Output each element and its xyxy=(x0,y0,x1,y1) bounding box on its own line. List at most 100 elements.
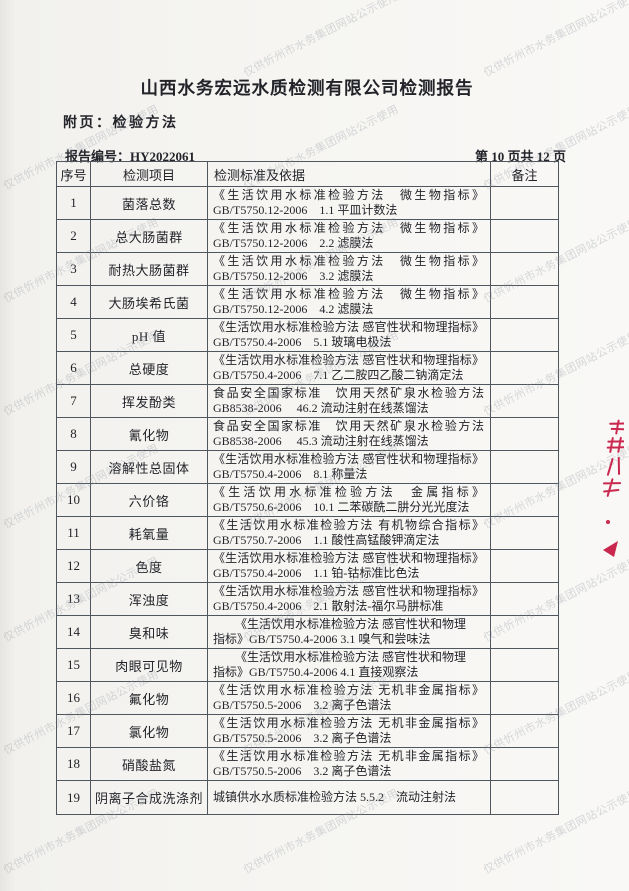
remark-cell xyxy=(490,780,559,815)
row-number: 15 xyxy=(56,648,91,682)
col-header-method: 检测标准及依据 xyxy=(207,161,491,187)
meta-row: 报告编号：HY2022061 第 10 页共 12 页 xyxy=(65,146,566,165)
row-number: 8 xyxy=(56,417,91,451)
table-row: 10 六价铬 《生活饮用水标准检验方法 金属指标》 GB/T5750.6-2006 1… xyxy=(56,483,559,517)
method-standard: 《生活饮用水标准检验方法 微生物指标》 GB/T5750.12-2006 3.2 … xyxy=(207,252,491,286)
method-line-2: GB/T5750.4-2006 8.1 称量法 xyxy=(213,467,368,481)
remark-cell xyxy=(490,615,559,649)
method-line-2: GB/T5750.5-2006 3.2 离子色谱法 xyxy=(213,764,392,778)
remark-cell xyxy=(490,285,559,319)
row-number: 18 xyxy=(56,747,91,781)
methods-table: 序号 检测项目 检测标准及依据 备注 1 菌落总数 《生活饮用水标准检验方法 微生物… xyxy=(56,161,559,815)
remark-cell xyxy=(490,681,559,715)
method-standard: 《生活饮用水标准检验方法 微生物指标》 GB/T5750.12-2006 2.2 … xyxy=(207,219,491,253)
table-row: 13 浑浊度 《生活饮用水标准检验方法 感官性状和物理指标》 GB/T5750.4-2… xyxy=(56,582,559,616)
row-number: 5 xyxy=(56,318,91,352)
method-line-1: 《生活饮用水标准检验方法 无机非金属指标》 xyxy=(213,749,484,763)
report-number-label: 报告编号： xyxy=(65,149,131,164)
method-line-1: 《生活饮用水标准检验方法 感官性状和物理指标》 xyxy=(213,452,484,466)
table-row: 12 色度 《生活饮用水标准检验方法 感官性状和物理指标》 GB/T5750.4-20… xyxy=(56,549,559,583)
test-item: 耗氧量 xyxy=(90,516,208,550)
method-line-2: GB/T5750.7-2006 1.1 酸性高锰酸钾滴定法 xyxy=(213,533,440,547)
col-header-item: 检测项目 xyxy=(90,161,208,187)
remark-cell xyxy=(490,252,559,286)
table-row: 17 氯化物 《生活饮用水标准检验方法 无机非金属指标》 GB/T5750.5-200… xyxy=(56,714,559,748)
method-line-2: GB/T5750.4-2006 1.1 铂-钴标准比色法 xyxy=(213,566,420,580)
method-line-1: 食品安全国家标准 饮用天然矿泉水检验方法 xyxy=(213,386,484,400)
row-number: 12 xyxy=(56,549,91,583)
row-number: 10 xyxy=(56,483,91,517)
table-row: 5 pH 值《生活饮用水标准检验方法 感官性状和物理指标》 GB/T5750.4-2… xyxy=(56,318,559,352)
method-standard: 《生活饮用水标准检验方法 感官性状和物理 指标》GB/T5750.4-2006 4… xyxy=(207,648,491,682)
test-item: 总硬度 xyxy=(90,351,208,385)
method-standard: 《生活饮用水标准检验方法 感官性状和物理指标》 GB/T5750.4-2006 7… xyxy=(207,351,491,385)
method-line-1: 《生活饮用水标准检验方法 感官性状和物理指标》 xyxy=(213,551,484,565)
test-item: 挥发酚类 xyxy=(90,384,208,418)
method-standard: 《生活饮用水标准检验方法 无机非金属指标》 GB/T5750.5-2006 3.2… xyxy=(207,714,491,748)
table-header-row: 序号 检测项目 检测标准及依据 备注 xyxy=(56,161,559,187)
method-line-2: GB/T5750.4-2006 5.1 玻璃电极法 xyxy=(213,335,392,349)
remark-cell xyxy=(490,450,559,484)
remark-cell xyxy=(490,582,559,616)
row-number: 14 xyxy=(56,615,91,649)
remark-cell xyxy=(490,219,559,253)
row-number: 16 xyxy=(56,681,91,715)
method-standard: 城镇供水水质标准检验方法 5.5.2 流动注射法 xyxy=(207,780,491,815)
test-item: pH 值 xyxy=(90,318,208,352)
watermark-text: 仅供忻州市水务集团网站公示使用 xyxy=(481,0,629,80)
test-item: 总大肠菌群 xyxy=(90,219,208,253)
method-line-2: 指标》GB/T5750.4-2006 3.1 嗅气和尝味法 xyxy=(213,632,431,646)
table-row: 2 总大肠菌群 《生活饮用水标准检验方法 微生物指标》 GB/T5750.12-200… xyxy=(56,219,559,253)
method-line-2: GB/T5750.4-2006 7.1 乙二胺四乙酸二钠滴定法 xyxy=(213,368,464,382)
method-standard: 《生活饮用水标准检验方法 微生物指标》 GB/T5750.12-2006 4.2 … xyxy=(207,285,491,319)
row-number: 9 xyxy=(56,450,91,484)
table-row: 18 硝酸盐氮 《生活饮用水标准检验方法 无机非金属指标》 GB/T5750.5-20… xyxy=(56,747,559,781)
test-item: 耐热大肠菌群 xyxy=(90,252,208,286)
red-seal-fragment xyxy=(602,419,624,557)
remark-cell xyxy=(490,384,559,418)
row-number: 3 xyxy=(56,252,91,286)
method-line-1: 城镇供水水质标准检验方法 5.5.2 流动注射法 xyxy=(213,790,457,804)
method-line-1: 《生活饮用水标准检验方法 金属指标》 xyxy=(213,485,484,499)
table-row: 7 挥发酚类 食品安全国家标准 饮用天然矿泉水检验方法 GB8538-2006 46.… xyxy=(56,384,559,418)
row-number: 17 xyxy=(56,714,91,748)
remark-cell xyxy=(490,516,559,550)
page-indicator: 第 10 页共 12 页 xyxy=(474,149,566,164)
row-number: 11 xyxy=(56,516,91,550)
method-line-2: GB/T5750.12-2006 3.2 滤膜法 xyxy=(213,269,374,283)
method-line-1: 《生活饮用水标准检验方法 微生物指标》 xyxy=(213,221,484,235)
table-row: 11 耗氧量 《生活饮用水标准检验方法 有机物综合指标》 GB/T5750.7-200… xyxy=(56,516,559,550)
attachment-subtitle: 附页：检验方法 xyxy=(63,116,179,131)
remark-cell xyxy=(490,186,559,220)
method-standard: 《生活饮用水标准检验方法 微生物指标》 GB/T5750.12-2006 1.1 … xyxy=(207,186,491,220)
method-line-2: GB/T5750.4-2006 2.1 散射法-福尔马肼标准 xyxy=(213,599,444,613)
col-header-remark: 备注 xyxy=(490,161,559,187)
test-item: 色度 xyxy=(90,549,208,583)
table-row: 8 氰化物 食品安全国家标准 饮用天然矿泉水检验方法 GB8538-2006 45.3… xyxy=(56,417,559,451)
method-line-2: GB/T5750.12-2006 2.2 滤膜法 xyxy=(213,236,374,250)
test-item: 六价铬 xyxy=(90,483,208,517)
test-item: 氟化物 xyxy=(90,681,208,715)
table-row: 9 溶解性总固体 《生活饮用水标准检验方法 感官性状和物理指标》 GB/T5750.4… xyxy=(56,450,559,484)
table-row: 19 阴离子合成洗涤剂 城镇供水水质标准检验方法 5.5.2 流动注射法 xyxy=(56,780,559,815)
methods-table-body: 1 菌落总数 《生活饮用水标准检验方法 微生物指标》 GB/T5750.12-2006… xyxy=(56,186,559,815)
test-item: 肉眼可见物 xyxy=(90,648,208,682)
method-line-1: 《生活饮用水标准检验方法 微生物指标》 xyxy=(213,254,484,268)
table-row: 4 大肠埃希氏菌 《生活饮用水标准检验方法 微生物指标》 GB/T5750.12-20… xyxy=(56,285,559,319)
method-line-1: 《生活饮用水标准检验方法 微生物指标》 xyxy=(213,188,484,202)
method-line-1: 《生活饮用水标准检验方法 感官性状和物理 xyxy=(235,617,467,631)
method-line-1: 《生活饮用水标准检验方法 微生物指标》 xyxy=(213,287,484,301)
row-number: 6 xyxy=(56,351,91,385)
remark-cell xyxy=(490,714,559,748)
remark-cell xyxy=(490,648,559,682)
method-standard: 食品安全国家标准 饮用天然矿泉水检验方法 GB8538-2006 45.3 流动注… xyxy=(207,417,491,451)
report-number-value: HY2022061 xyxy=(130,149,196,164)
method-line-2: GB/T5750.5-2006 3.2 离子色谱法 xyxy=(213,698,392,712)
test-item: 硝酸盐氮 xyxy=(90,747,208,781)
remark-cell xyxy=(490,549,559,583)
method-line-1: 《生活饮用水标准检验方法 无机非金属指标》 xyxy=(213,716,484,730)
method-line-1: 《生活饮用水标准检验方法 无机非金属指标》 xyxy=(213,683,484,697)
method-line-2: GB/T5750.12-2006 1.1 平皿计数法 xyxy=(213,203,398,217)
method-line-2: GB/T5750.6-2006 10.1 二苯碳酰二肼分光光度法 xyxy=(213,500,470,514)
